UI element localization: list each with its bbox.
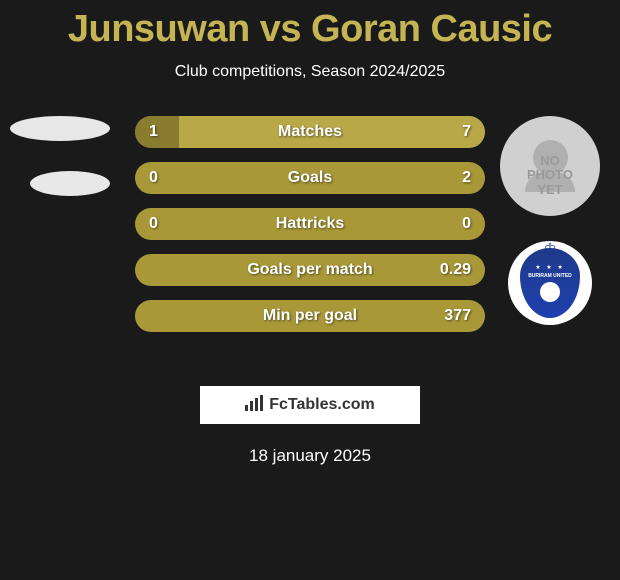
stat-value-left: 0	[149, 215, 158, 233]
stats-bars: 1 Matches 7 0 Goals 2 0 Hattricks 0 Goal…	[135, 116, 485, 346]
page-title: Junsuwan vs Goran Causic	[0, 0, 620, 51]
branding-box[interactable]: FcTables.com	[200, 386, 420, 424]
chart-icon	[245, 395, 265, 416]
badge-crest-icon: ♔ ★ ★ ★ BURIRAM UNITED	[520, 248, 580, 318]
subtitle: Club competitions, Season 2024/2025	[0, 63, 620, 81]
stat-row-mpg: Min per goal 377	[135, 300, 485, 332]
no-photo-avatar: NOPHOTOYET	[500, 116, 600, 216]
player-left-avatars	[10, 116, 110, 226]
stat-value-right: 0	[462, 215, 471, 233]
stat-row-goals: 0 Goals 2	[135, 162, 485, 194]
badge-stars-icon: ★ ★ ★	[535, 264, 564, 271]
date-text: 18 january 2025	[0, 446, 620, 466]
stat-label: Min per goal	[263, 307, 357, 325]
stat-value-right: 0.29	[440, 261, 471, 279]
stat-label: Matches	[278, 123, 342, 141]
content-area: NOPHOTOYET ♔ ★ ★ ★ BURIRAM UNITED 1 Matc…	[0, 116, 620, 366]
player-left-ellipse-2	[30, 171, 110, 196]
badge-team-name: BURIRAM UNITED	[528, 273, 572, 279]
team-badge: ♔ ★ ★ ★ BURIRAM UNITED	[508, 241, 592, 325]
crown-icon: ♔	[544, 240, 557, 257]
stat-label: Goals per match	[247, 261, 372, 279]
stat-value-right: 377	[444, 307, 471, 325]
stat-value-right: 7	[462, 123, 471, 141]
stat-label: Hattricks	[276, 215, 344, 233]
stat-row-hattricks: 0 Hattricks 0	[135, 208, 485, 240]
no-photo-label: NOPHOTOYET	[527, 154, 573, 197]
badge-center-icon	[540, 282, 560, 302]
stat-value-left: 0	[149, 169, 158, 187]
stat-value-left: 1	[149, 123, 158, 141]
stat-row-gpm: Goals per match 0.29	[135, 254, 485, 286]
brand-text: FcTables.com	[269, 396, 375, 414]
stat-value-right: 2	[462, 169, 471, 187]
stat-label: Goals	[288, 169, 332, 187]
player-left-ellipse-1	[10, 116, 110, 141]
player-right-avatars: NOPHOTOYET ♔ ★ ★ ★ BURIRAM UNITED	[500, 116, 600, 325]
stat-row-matches: 1 Matches 7	[135, 116, 485, 148]
